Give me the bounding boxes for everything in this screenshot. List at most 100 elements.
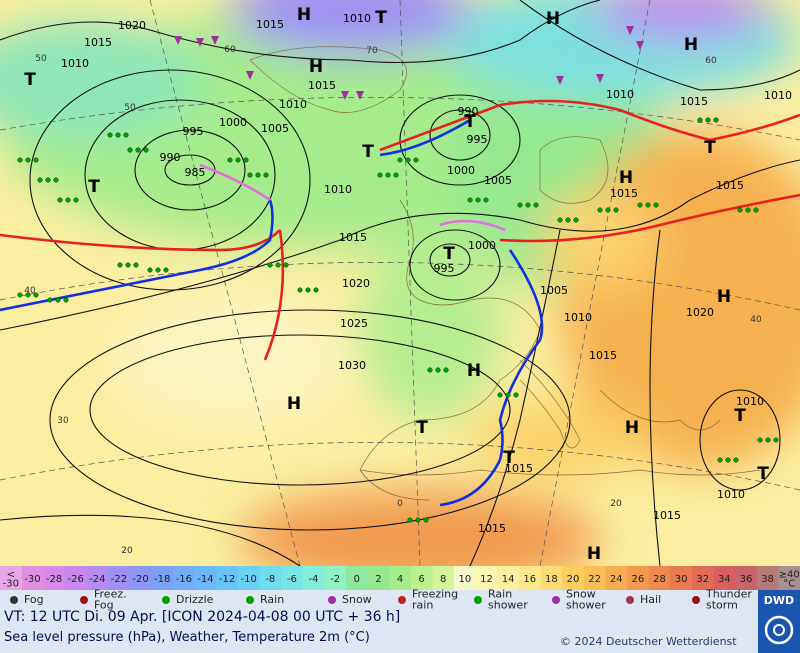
rain-symbol	[467, 197, 473, 203]
snow-symbol	[556, 76, 564, 85]
rain-symbol	[33, 292, 39, 298]
colorbar-label: -24	[89, 574, 105, 585]
legend-icon	[626, 596, 634, 604]
rain-symbol	[125, 262, 131, 268]
colorbar-label: 20	[567, 574, 580, 585]
rain-symbol	[557, 217, 563, 223]
colorbar-label: 28	[653, 574, 666, 585]
rain-symbol	[57, 197, 63, 203]
rain-symbol	[135, 147, 141, 153]
snow-symbol	[174, 36, 182, 45]
rain-symbol	[423, 517, 429, 523]
rain-symbol	[123, 132, 129, 138]
isobar-label: 1015	[716, 179, 744, 192]
colorbar-cell	[648, 566, 671, 590]
colorbar-cell	[21, 566, 44, 590]
colorbar-label: 24	[610, 574, 623, 585]
rain-symbol	[37, 177, 43, 183]
isotherm-label: 60	[705, 56, 717, 66]
rain-symbol	[73, 197, 79, 203]
colorbar-cell	[713, 566, 736, 590]
isobar-label: 990	[160, 151, 181, 164]
legend-icon	[10, 596, 18, 604]
colorbar-label: 30	[675, 574, 688, 585]
colorbar-label: -4	[309, 574, 319, 585]
legend-icon	[246, 596, 254, 604]
snow-symbol	[356, 91, 364, 100]
colorbar-cell	[108, 566, 131, 590]
isotherm-label: 20	[121, 546, 133, 556]
colorbar-cell	[345, 566, 369, 590]
colorbar-cell	[151, 566, 174, 590]
isotherm-label: 50	[124, 103, 136, 113]
isobar-label: 995	[183, 125, 204, 138]
colorbar-cell	[540, 566, 563, 590]
legend-icon	[328, 596, 336, 604]
colorbar-cell	[756, 566, 779, 590]
pressure-center: H	[467, 361, 481, 381]
isotherm-label: 40	[24, 286, 36, 296]
pressure-center: T	[503, 448, 515, 468]
rain-symbol	[25, 292, 31, 298]
pressure-center: T	[416, 418, 428, 438]
colorbar-label: 36	[740, 574, 753, 585]
isobar-label: 1015	[339, 231, 367, 244]
description: Sea level pressure (hPa), Weather, Tempe…	[4, 630, 370, 645]
colorbar-label: 16	[523, 574, 536, 585]
colorbar-cell	[237, 566, 260, 590]
isobar-label: 1015	[589, 349, 617, 362]
copyright: © 2024 Deutscher Wetterdienst	[560, 635, 737, 648]
colorbar-cell	[627, 566, 650, 590]
rain-symbol	[127, 147, 133, 153]
colorbar-max-label: ≥40 °C	[779, 570, 800, 590]
isobar-label: 1005	[540, 284, 568, 297]
colorbar-cell	[410, 566, 433, 590]
rain-symbol	[427, 367, 433, 373]
colorbar-label: 14	[502, 574, 515, 585]
colorbar-label: 4	[397, 574, 403, 585]
snow-symbol	[341, 91, 349, 100]
isobar-label: 1020	[342, 277, 370, 290]
snow-symbol	[196, 38, 204, 47]
rain-symbol	[733, 457, 739, 463]
isobar-label: 1000	[219, 116, 247, 129]
colorbar-cell	[367, 566, 390, 590]
legend-icon	[398, 596, 406, 604]
rain-symbol	[267, 262, 273, 268]
weather-symbols	[17, 26, 779, 523]
pressure-center: T	[88, 177, 100, 197]
valid-time: VT: 12 UTC Di. 09 Apr. [ICON 2024-04-08 …	[4, 609, 400, 625]
pressure-center: H	[546, 9, 560, 29]
isobars	[0, 0, 800, 566]
colorbar-label: -14	[197, 574, 213, 585]
rain-symbol	[65, 197, 71, 203]
isobar-label: 995	[434, 262, 455, 275]
rain-symbol	[275, 262, 281, 268]
rain-symbol	[513, 392, 519, 398]
rain-symbol	[33, 157, 39, 163]
snow-symbol	[246, 71, 254, 80]
colorbar-cell	[129, 566, 152, 590]
pressure-center: T	[757, 464, 769, 484]
colorbar-label: -20	[132, 574, 148, 585]
rain-symbol	[385, 172, 391, 178]
colorbar-min	[0, 566, 22, 590]
coastlines	[249, 46, 761, 501]
isobar-label: 1010	[606, 88, 634, 101]
isobar-label: 1030	[338, 359, 366, 372]
isobar-label: 1015	[256, 18, 284, 31]
legend-label: Hail	[640, 593, 661, 606]
colorbar-cell	[324, 566, 347, 590]
isobar-label: 1010	[279, 98, 307, 111]
pressure-center: T	[704, 138, 716, 158]
rain-symbol	[475, 197, 481, 203]
legend-label: Fog	[24, 593, 44, 606]
colorbar-label: 38	[761, 574, 774, 585]
snow-symbol	[211, 36, 219, 45]
colorbar-cell	[454, 566, 477, 590]
rain-symbol	[133, 262, 139, 268]
pressure-center: H	[625, 418, 639, 438]
rain-symbol	[637, 202, 643, 208]
rain-symbol	[705, 117, 711, 123]
rain-symbol	[597, 207, 603, 213]
